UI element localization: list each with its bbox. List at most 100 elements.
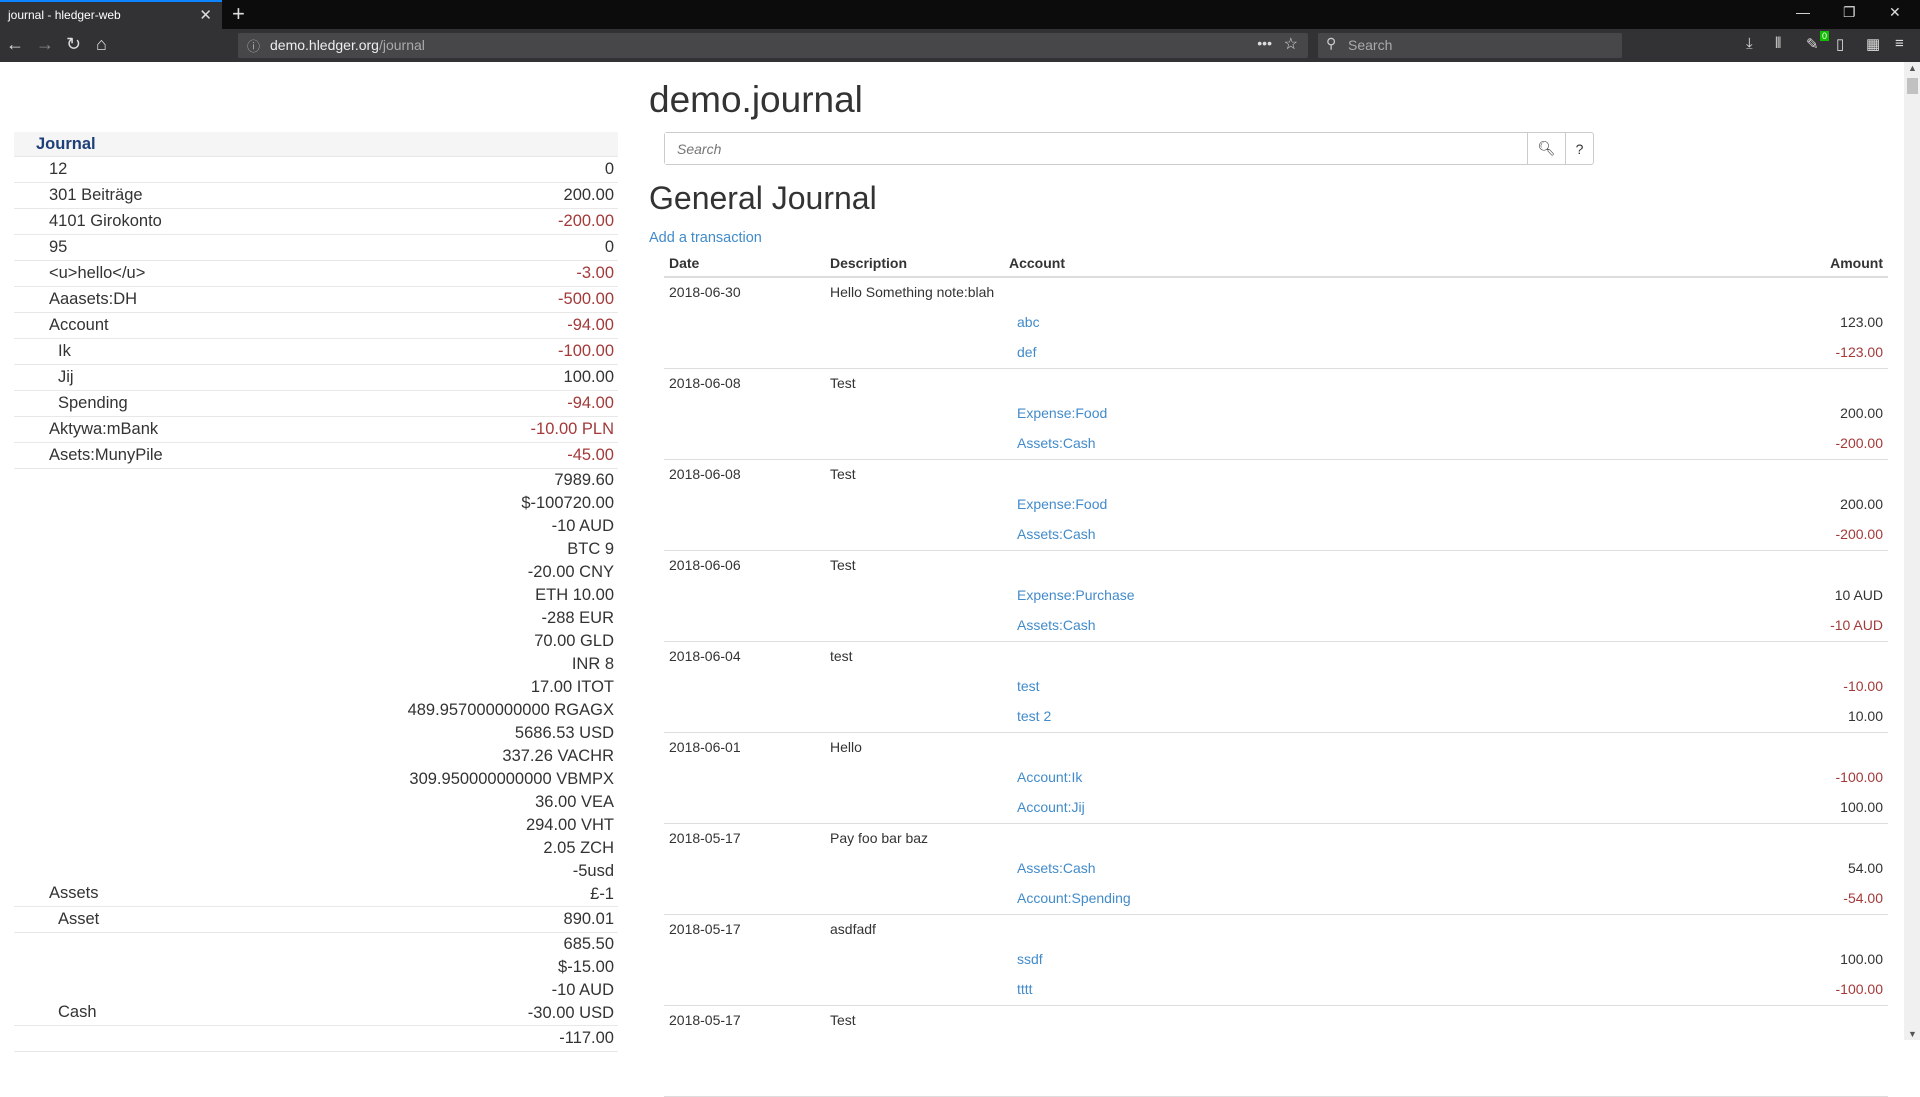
posting-account-link[interactable]: Expense:Purchase <box>1017 587 1135 603</box>
help-button[interactable]: ? <box>1565 133 1593 164</box>
posting-row: Expense:Food 200.00 <box>664 405 1888 435</box>
sidebar-account-row[interactable]: Asets:MunyPile -45.00 <box>14 443 618 469</box>
posting-account-link[interactable]: Account:Ik <box>1017 769 1083 785</box>
account-name[interactable]: Ik <box>58 342 71 360</box>
scroll-down-icon[interactable]: ▼ <box>1908 1029 1917 1039</box>
search-input[interactable] <box>665 133 1527 164</box>
account-name[interactable]: Jij <box>58 368 74 386</box>
account-name[interactable]: <u>hello</u> <box>49 264 146 282</box>
posting-account-link[interactable]: Account:Jij <box>1017 799 1085 815</box>
extension-icon[interactable]: ✎ <box>1806 36 1819 53</box>
download-icon[interactable]: ⤓ <box>1746 35 1753 52</box>
restore-icon[interactable]: ❐ <box>1843 4 1856 20</box>
close-tab-icon[interactable]: ✕ <box>199 7 212 24</box>
account-name[interactable]: Spending <box>58 394 128 412</box>
posting-amount: -123.00 <box>1835 344 1883 360</box>
account-balance: -500.00 <box>558 287 614 312</box>
account-name[interactable]: 12 <box>49 160 68 178</box>
posting-row: abc 123.00 <box>664 314 1888 344</box>
posting-account-link[interactable]: def <box>1017 344 1037 360</box>
forward-icon[interactable]: → <box>36 34 54 54</box>
account-name[interactable]: Aaasets:DH <box>49 290 138 308</box>
url-bar[interactable]: ⓘ demo.hledger.org/journal ••• ☆ <box>238 33 1308 58</box>
posting-account-link[interactable]: Assets:Cash <box>1017 435 1096 451</box>
account-name[interactable]: 301 Beiträge <box>49 186 143 204</box>
browser-search-input[interactable]: ⚲ Search <box>1318 33 1622 58</box>
balance-amount: 2.05 ZCH <box>543 839 614 857</box>
apps-icon[interactable]: ▦ <box>1866 36 1881 53</box>
txn-description: Test <box>830 557 856 573</box>
scroll-thumb[interactable] <box>1907 78 1918 94</box>
new-tab-icon[interactable]: + <box>232 1 245 26</box>
balance-amount: -94.00 <box>567 316 614 334</box>
reload-icon[interactable]: ↻ <box>66 34 82 54</box>
posting-row: test 2 10.00 <box>664 708 1888 738</box>
library-icon[interactable]: ⫴ <box>1775 35 1782 52</box>
account-name[interactable]: Cash <box>58 1003 97 1021</box>
sidebar-icon[interactable]: ▯ <box>1836 36 1845 53</box>
home-icon[interactable]: ⌂ <box>96 34 107 54</box>
bookmark-star-icon[interactable]: ☆ <box>1283 36 1298 53</box>
account-name[interactable]: Asset <box>58 910 100 928</box>
posting-account-link[interactable]: abc <box>1017 314 1040 330</box>
sidebar-account-row[interactable]: Jij 100.00 <box>14 365 618 391</box>
txn-description: Test <box>830 466 856 482</box>
account-balance: -3.00 <box>576 261 614 286</box>
posting-account-link[interactable]: Expense:Food <box>1017 496 1108 512</box>
col-amount: Amount <box>1830 255 1883 271</box>
sidebar-account-row[interactable]: 4101 Girokonto -200.00 <box>14 209 618 235</box>
info-icon[interactable]: ⓘ <box>247 39 261 54</box>
sidebar-account-row[interactable]: Cash 685.50 $-15.00 -10 AUD -30.00 USD <box>14 933 618 1026</box>
page-actions-icon[interactable]: ••• <box>1257 35 1272 51</box>
browser-tab[interactable]: journal - hledger-web ✕ <box>0 0 222 29</box>
close-window-icon[interactable]: ✕ <box>1889 4 1901 20</box>
sidebar-account-row[interactable]: -117.00 <box>14 1026 618 1052</box>
col-date: Date <box>669 255 700 271</box>
posting-row: Expense:Food 200.00 <box>664 496 1888 526</box>
posting-account-link[interactable]: tttt <box>1017 981 1033 997</box>
sidebar-account-row[interactable]: Aaasets:DH -500.00 <box>14 287 618 313</box>
account-balance: 685.50 $-15.00 -10 AUD -30.00 USD <box>528 933 614 1025</box>
sidebar-account-row[interactable]: Aktywa:mBank -10.00 PLN <box>14 417 618 443</box>
posting-account-link[interactable]: test <box>1017 678 1040 694</box>
sidebar-title[interactable]: Journal <box>14 132 618 157</box>
posting-account-link[interactable]: Account:Spending <box>1017 890 1131 906</box>
back-icon[interactable]: ← <box>6 34 24 54</box>
search-button[interactable]: 🔍︎ <box>1527 133 1565 164</box>
account-name[interactable]: 95 <box>49 238 68 256</box>
transaction: 2018-06-08 Test Expense:Food 200.00 Assets:C… <box>664 460 1888 551</box>
journal-table: Date Description Account Amount 2018-06-… <box>664 253 1888 1097</box>
sidebar-account-row[interactable]: <u>hello</u> -3.00 <box>14 261 618 287</box>
posting-amount: 200.00 <box>1840 496 1883 512</box>
scrollbar[interactable]: ▲ ▼ <box>1904 62 1920 1040</box>
sidebar-account-row[interactable]: Assets 7989.60 $-100720.00 -10 AUD BTC 9 -20.… <box>14 469 618 907</box>
balance-amount: $-100720.00 <box>521 494 614 512</box>
url-host: demo.hledger.org <box>270 37 379 53</box>
transaction-row: 2018-06-30 Hello Something note:blah <box>664 284 1888 314</box>
sidebar-account-row[interactable]: 12 0 <box>14 157 618 183</box>
sidebar-account-row[interactable]: Ik -100.00 <box>14 339 618 365</box>
menu-icon[interactable]: ≡ <box>1895 35 1904 52</box>
posting-account-link[interactable]: Assets:Cash <box>1017 526 1096 542</box>
scroll-up-icon[interactable]: ▲ <box>1908 63 1917 73</box>
posting-account-link[interactable]: Expense:Food <box>1017 405 1108 421</box>
balance-amount: -288 EUR <box>541 609 614 627</box>
add-transaction-link[interactable]: Add a transaction <box>649 230 762 246</box>
account-name[interactable]: Assets <box>49 884 99 902</box>
sidebar-account-row[interactable]: 95 0 <box>14 235 618 261</box>
posting-account-link[interactable]: test 2 <box>1017 708 1052 724</box>
sidebar-account-row[interactable]: Spending -94.00 <box>14 391 618 417</box>
account-name[interactable]: Asets:MunyPile <box>49 446 163 464</box>
posting-account-link[interactable]: Assets:Cash <box>1017 860 1096 876</box>
sidebar-account-row[interactable]: Account -94.00 <box>14 313 618 339</box>
transaction: 2018-06-30 Hello Something note:blah abc 12… <box>664 278 1888 369</box>
account-balance: 0 <box>605 157 614 182</box>
account-name[interactable]: Aktywa:mBank <box>49 420 159 438</box>
posting-account-link[interactable]: ssdf <box>1017 951 1043 967</box>
posting-account-link[interactable]: Assets:Cash <box>1017 617 1096 633</box>
account-name[interactable]: Account <box>49 316 109 334</box>
minimize-icon[interactable]: — <box>1796 4 1810 20</box>
sidebar-account-row[interactable]: Asset 890.01 <box>14 907 618 933</box>
account-name[interactable]: 4101 Girokonto <box>49 212 162 230</box>
sidebar-account-row[interactable]: 301 Beiträge 200.00 <box>14 183 618 209</box>
